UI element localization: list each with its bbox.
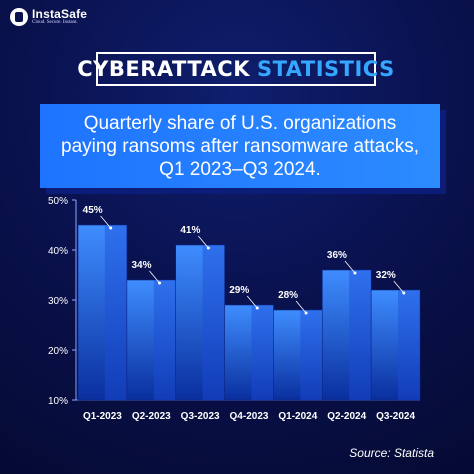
data-label: 28% — [278, 290, 298, 301]
data-label-dot — [304, 311, 308, 315]
x-tick-label: Q3-2024 — [376, 411, 415, 422]
shield-logo-icon — [10, 8, 28, 26]
data-label-pointer — [198, 235, 209, 249]
bar — [77, 224, 128, 401]
bar-side-shade — [349, 270, 372, 400]
data-label-dot — [353, 271, 357, 275]
page-title: CYBERATTACK STATISTICS — [77, 52, 394, 86]
title-part-1: CYBERATTACK — [77, 57, 250, 81]
bar-side-shade — [202, 245, 225, 400]
y-tick-label: 40% — [48, 246, 68, 257]
bar — [321, 269, 372, 401]
bar — [126, 279, 177, 401]
data-label-pointer — [393, 280, 405, 294]
bar — [175, 244, 225, 401]
data-label: 41% — [180, 225, 200, 236]
title-part-2: STATISTICS — [256, 57, 395, 81]
data-label-pointer — [295, 300, 307, 314]
data-label: 32% — [376, 270, 396, 281]
chart-subtitle: Quarterly share of U.S. organizations pa… — [40, 104, 440, 188]
data-label: 36% — [327, 250, 347, 261]
bar-side-shade — [251, 305, 274, 400]
x-tick-label: Q2-2024 — [327, 411, 366, 422]
x-tick-label: Q1-2024 — [278, 411, 317, 422]
data-label-pointer — [344, 260, 356, 274]
data-label-dot — [109, 226, 113, 230]
x-tick-label: Q1-2023 — [83, 411, 122, 422]
y-tick-label: 10% — [48, 396, 68, 407]
bar-side-shade — [153, 280, 176, 400]
data-label-pointer — [100, 215, 111, 229]
bar — [273, 309, 323, 401]
bar-side-shade — [300, 310, 323, 400]
brand-name: InstaSafe — [32, 7, 88, 21]
data-label-dot — [255, 306, 259, 310]
bar-side-shade — [398, 290, 420, 400]
bar — [224, 304, 274, 401]
y-tick-label: 20% — [48, 346, 68, 357]
data-label: 34% — [132, 260, 152, 271]
brand-text: InstaSafe Cloud. Secure. Instant. — [32, 8, 87, 26]
x-tick-label: Q2-2023 — [132, 411, 171, 422]
brand-logo: InstaSafe Cloud. Secure. Instant. — [10, 8, 87, 26]
bar-chart: 10% 20% 30% 40% 50% 45% Q1-2023 34% Q2-2023 41% Q… — [48, 196, 421, 422]
data-label: 29% — [229, 285, 249, 296]
bar-side-shade — [104, 225, 127, 400]
data-label-dot — [402, 291, 406, 295]
data-label: 45% — [83, 205, 103, 216]
data-label-dot — [206, 246, 210, 250]
y-tick-label: 50% — [48, 196, 68, 207]
y-tick-label: 30% — [48, 296, 68, 307]
bar — [370, 289, 421, 401]
brand-tagline: Cloud. Secure. Instant. — [32, 20, 78, 25]
data-label-pointer — [246, 295, 258, 309]
x-tick-label: Q3-2023 — [181, 411, 220, 422]
x-tick-label: Q4-2023 — [230, 411, 269, 422]
data-label-pointer — [149, 270, 160, 284]
source-note: Source: Statista — [349, 446, 434, 460]
data-label-dot — [158, 281, 162, 285]
